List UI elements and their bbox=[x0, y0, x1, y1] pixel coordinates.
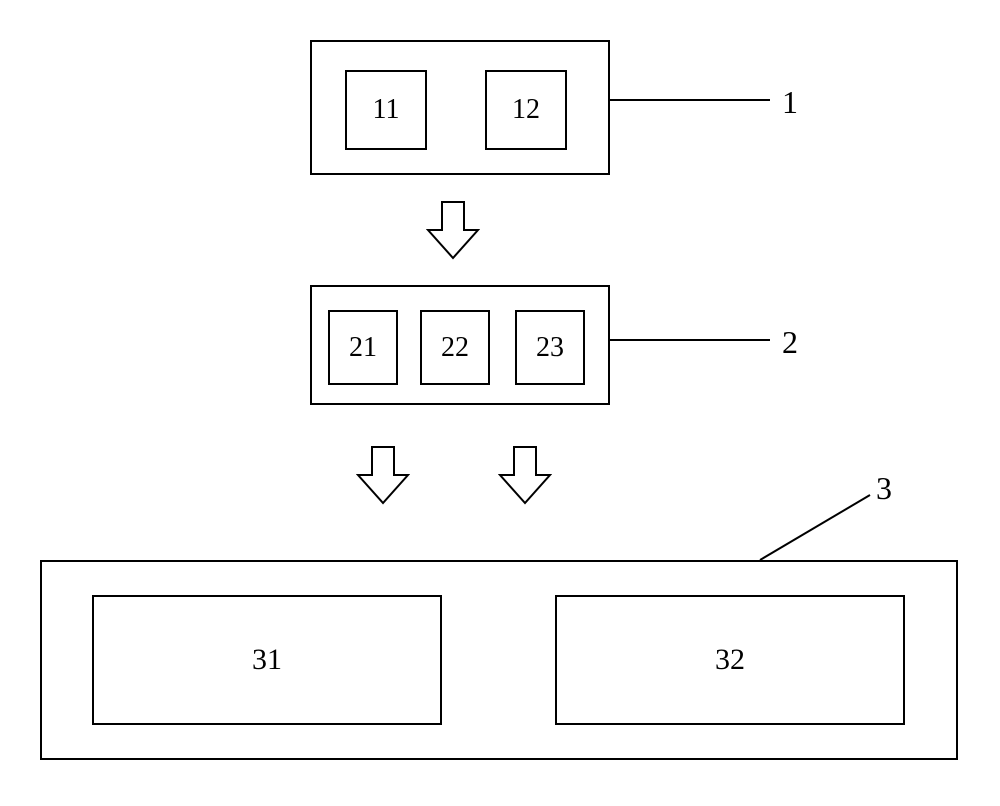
node-12: 12 bbox=[485, 70, 567, 150]
arrow-2-to-3-left bbox=[356, 445, 410, 507]
node-32: 32 bbox=[555, 595, 905, 725]
flowchart-diagram: 11 12 1 21 22 23 2 31 32 3 bbox=[0, 0, 1000, 806]
label-2: 2 bbox=[782, 324, 798, 361]
node-23: 23 bbox=[515, 310, 585, 385]
node-23-label: 23 bbox=[536, 332, 564, 364]
label-3: 3 bbox=[876, 470, 892, 507]
node-21: 21 bbox=[328, 310, 398, 385]
node-12-label: 12 bbox=[512, 94, 540, 126]
node-22: 22 bbox=[420, 310, 490, 385]
arrow-1-to-2 bbox=[426, 200, 480, 262]
label-1: 1 bbox=[782, 84, 798, 121]
node-31: 31 bbox=[92, 595, 442, 725]
arrow-2-to-3-right bbox=[498, 445, 552, 507]
node-32-label: 32 bbox=[715, 643, 745, 677]
node-21-label: 21 bbox=[349, 332, 377, 364]
node-11-label: 11 bbox=[373, 94, 400, 126]
node-11: 11 bbox=[345, 70, 427, 150]
node-22-label: 22 bbox=[441, 332, 469, 364]
node-31-label: 31 bbox=[252, 643, 282, 677]
